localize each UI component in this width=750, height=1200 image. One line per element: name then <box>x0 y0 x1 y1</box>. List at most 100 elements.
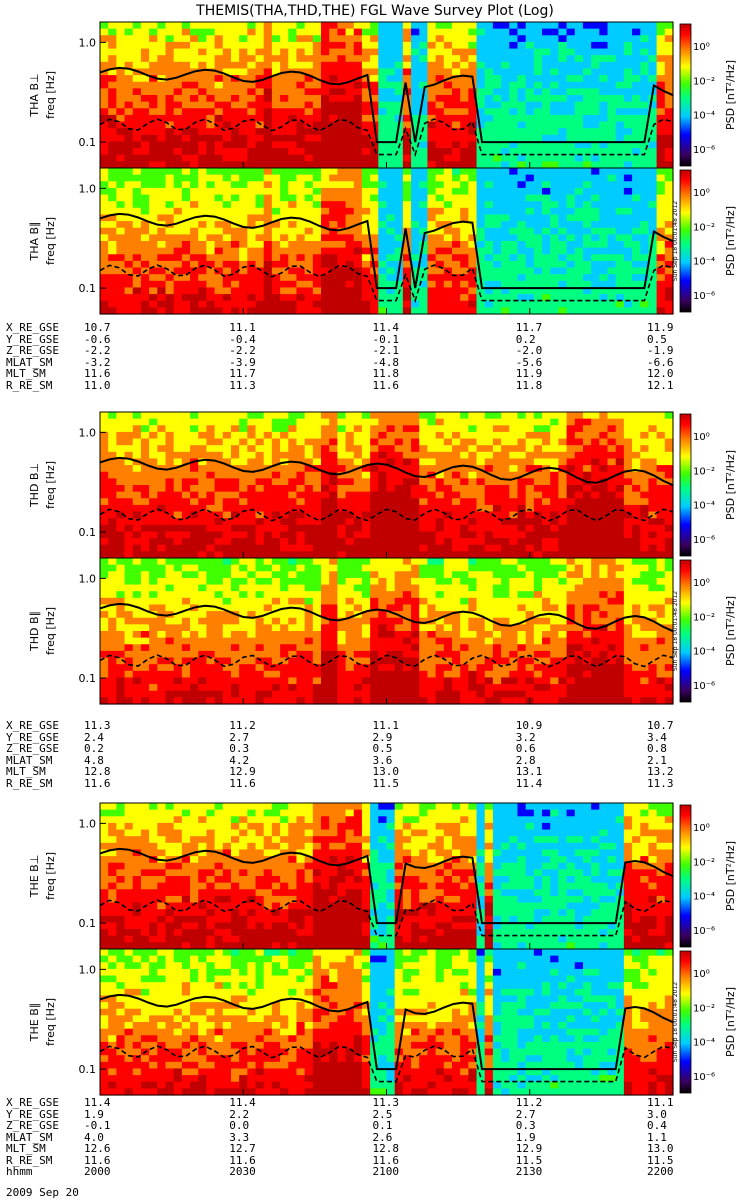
heatmap-cell <box>648 438 658 446</box>
heatmap-cell <box>149 294 158 302</box>
heatmap-cell <box>100 465 109 473</box>
heatmap-cell <box>623 458 633 466</box>
heatmap-cell <box>378 148 388 156</box>
heatmap-cell <box>525 35 535 43</box>
heatmap-cell <box>116 604 126 612</box>
heatmap-cell <box>476 307 486 315</box>
heatmap-cell <box>190 664 199 672</box>
heatmap-cell <box>329 234 338 242</box>
heatmap-cell <box>623 471 633 479</box>
heatmap-cell <box>222 280 232 289</box>
heatmap-cell <box>206 294 216 302</box>
heatmap-cell <box>296 491 306 499</box>
heatmap-cell <box>419 551 429 559</box>
heatmap-cell <box>656 300 666 308</box>
heatmap-cell <box>149 677 158 685</box>
heatmap-cell <box>100 207 109 216</box>
heatmap-cell <box>157 214 167 222</box>
heatmap-cell <box>230 498 240 506</box>
heatmap-cell <box>353 134 363 143</box>
heatmap-cell <box>165 207 175 216</box>
heatmap-cell <box>247 201 257 209</box>
heatmap-cell <box>280 101 289 109</box>
heatmap-cell <box>361 431 371 440</box>
heatmap-cell <box>648 95 658 103</box>
heatmap-cell <box>574 518 584 526</box>
heatmap-cell <box>108 418 117 426</box>
heatmap-cell <box>304 28 314 36</box>
heatmap-cell <box>100 657 109 665</box>
heatmap-cell <box>345 161 355 169</box>
heatmap-cell <box>157 451 167 460</box>
heatmap-cell <box>181 181 191 189</box>
heatmap-cell <box>574 524 584 533</box>
heatmap-cell <box>140 558 150 566</box>
heatmap-cell <box>255 55 265 63</box>
heatmap-cell <box>157 187 167 196</box>
heatmap-cell <box>558 267 568 275</box>
heatmap-cell <box>353 511 363 519</box>
heatmap-cell <box>566 134 576 143</box>
heatmap-cell <box>394 55 404 63</box>
heatmap-cell <box>476 294 486 302</box>
heatmap-cell <box>222 55 232 63</box>
heatmap-cell <box>108 280 117 289</box>
heatmap-cell <box>190 571 199 579</box>
heatmap-cell <box>280 280 289 289</box>
heatmap-cell <box>100 294 109 302</box>
heatmap-cell <box>140 664 150 672</box>
heatmap-cell <box>525 134 535 143</box>
heatmap-cell <box>296 445 306 453</box>
heatmap-cell <box>296 524 306 533</box>
heatmap-cell <box>574 108 584 116</box>
heatmap-cell <box>599 141 609 149</box>
heatmap-cell <box>394 61 404 70</box>
heatmap-cell <box>132 491 142 499</box>
heatmap-cell <box>149 201 158 209</box>
heatmap-cell <box>640 187 650 196</box>
heatmap-cell <box>222 168 232 176</box>
heatmap-cell <box>124 214 134 222</box>
heatmap-cell <box>460 551 469 559</box>
heatmap-cell <box>280 538 289 546</box>
heatmap-cell <box>100 690 109 698</box>
heatmap-cell <box>517 35 527 43</box>
heatmap-cell <box>501 524 510 533</box>
heatmap-cell <box>378 201 388 209</box>
heatmap-cell <box>476 22 486 30</box>
heatmap-cell <box>108 412 117 420</box>
heatmap-cell <box>190 267 199 275</box>
heatmap-cell <box>214 465 224 473</box>
heatmap-cell <box>443 551 453 559</box>
heatmap-cell <box>181 161 191 169</box>
heatmap-cell <box>181 48 191 56</box>
heatmap-cell <box>140 551 150 559</box>
heatmap-cell <box>509 425 519 433</box>
heatmap-cell <box>533 538 543 546</box>
heatmap-cell <box>140 300 150 308</box>
heatmap-cell <box>190 254 199 262</box>
heatmap-cell <box>558 478 568 486</box>
heatmap-cell <box>271 471 281 479</box>
heatmap-cell <box>329 267 338 275</box>
heatmap-cell <box>304 425 314 433</box>
heatmap-cell <box>288 161 298 169</box>
heatmap-cell <box>247 22 257 30</box>
heatmap-cell <box>206 584 216 592</box>
heatmap-cell <box>100 307 109 315</box>
heatmap-cell <box>132 664 142 672</box>
heatmap-cell <box>173 697 183 705</box>
heatmap-cell <box>525 114 535 123</box>
heatmap-cell <box>386 287 396 295</box>
heatmap-cell <box>165 564 175 572</box>
heatmap-cell <box>460 307 469 315</box>
heatmap-cell <box>566 61 576 70</box>
heatmap-cell <box>288 181 298 189</box>
heatmap-cell <box>566 241 576 249</box>
heatmap-cell <box>460 287 469 295</box>
heatmap-cell <box>230 511 240 519</box>
heatmap-cell <box>149 518 158 526</box>
heatmap-cell <box>394 128 404 136</box>
heatmap-cell <box>116 631 126 639</box>
heatmap-cell <box>386 445 396 453</box>
